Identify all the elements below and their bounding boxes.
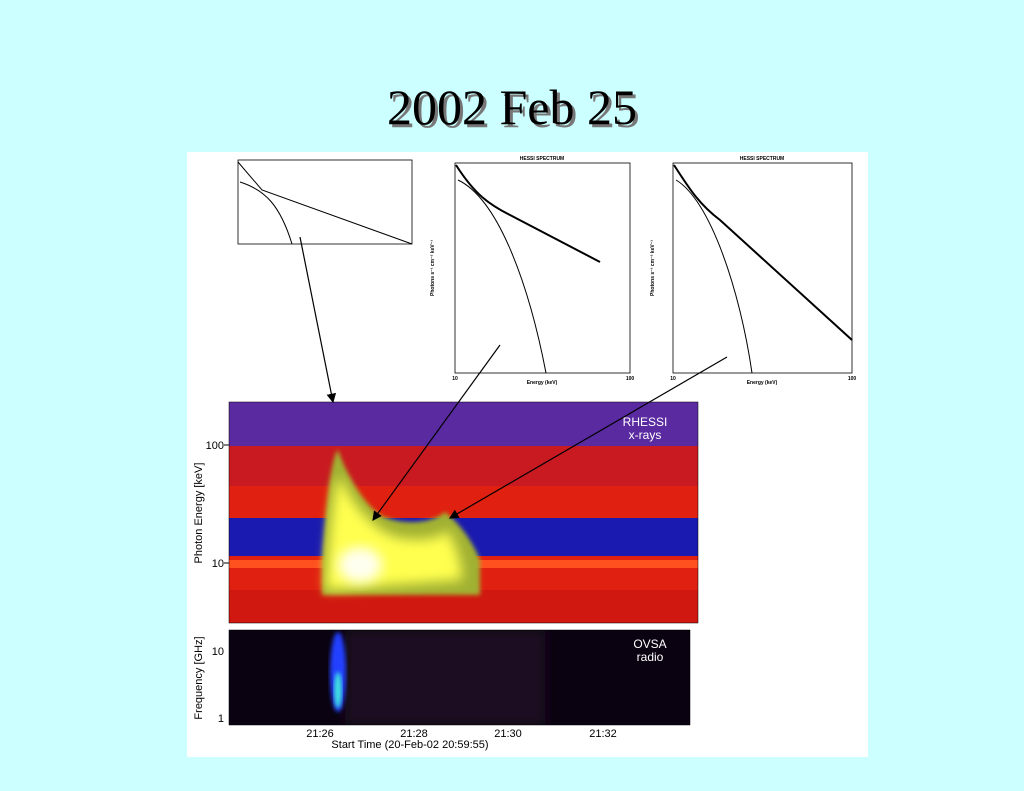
spectrum-title: HESSI SPECTRUM bbox=[520, 156, 564, 162]
title: 2002 Feb 25 bbox=[387, 79, 637, 135]
spectrum-x-tick: 10 bbox=[452, 376, 458, 382]
y-tick-label: 10 bbox=[212, 558, 224, 570]
panel-label: x-rays bbox=[629, 428, 662, 442]
spectrum-x-tick: 100 bbox=[848, 376, 857, 382]
spectrum-x-tick: 10 bbox=[670, 376, 676, 382]
x-axis-label: Start Time (20-Feb-02 20:59:55) bbox=[331, 739, 488, 751]
x-tick-label: 21:28 bbox=[400, 728, 428, 740]
radio-frame bbox=[228, 629, 691, 726]
y-tick-label: 1 bbox=[218, 713, 224, 725]
panel-label: OVSA bbox=[633, 637, 666, 651]
panel-label: RHESSI bbox=[623, 415, 668, 429]
y-axis-label: Photon Energy [keV] bbox=[193, 463, 205, 564]
spectrum-x-tick: 100 bbox=[626, 376, 635, 382]
y-tick-label: 10 bbox=[212, 646, 224, 658]
spectrum-plot bbox=[454, 162, 631, 374]
y-axis-label: Frequency [GHz] bbox=[193, 636, 205, 719]
title-shadow: 2002 Feb 25 bbox=[390, 82, 640, 138]
xray-frame bbox=[228, 401, 699, 624]
x-tick-label: 21:32 bbox=[589, 728, 617, 740]
spectrum-x-label: Energy (keV) bbox=[747, 380, 778, 386]
xray-spectrogram bbox=[229, 402, 698, 623]
spectrum-y-label: Photons s⁻¹ cm⁻² keV⁻¹ bbox=[430, 240, 436, 296]
arrows bbox=[299, 236, 728, 521]
x-tick-label: 21:30 bbox=[494, 728, 522, 740]
spectrum-y-label: Photons s⁻¹ cm⁻² keV⁻¹ bbox=[650, 240, 656, 296]
panel-label: radio bbox=[637, 650, 664, 664]
spectrum-plot bbox=[672, 162, 853, 374]
spectrum-x-label: Energy (keV) bbox=[527, 380, 558, 386]
spectrum-title: HESSI SPECTRUM bbox=[740, 156, 784, 162]
spectrum-plot bbox=[237, 159, 413, 245]
radio-spectrogram bbox=[229, 630, 690, 725]
y-tick-label: 100 bbox=[206, 440, 224, 452]
x-tick-label: 21:26 bbox=[306, 728, 334, 740]
